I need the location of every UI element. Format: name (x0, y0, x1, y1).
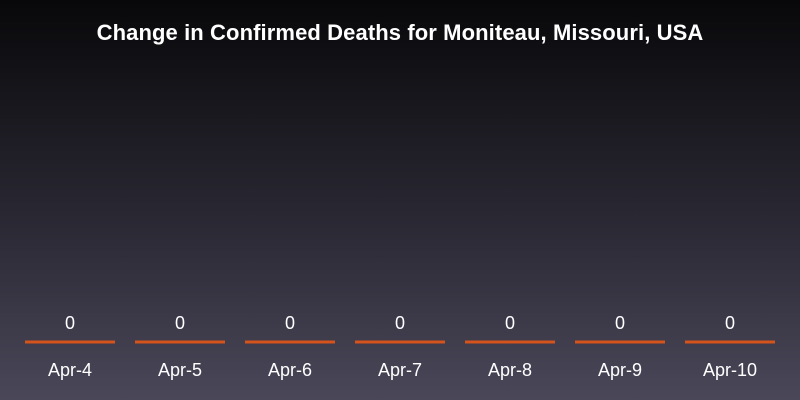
data-label-apr-8: 0 (505, 313, 515, 333)
bar-apr-4 (25, 340, 115, 344)
bars-group (25, 340, 775, 344)
data-label-apr-4: 0 (65, 313, 75, 333)
x-tick-label-apr-10: Apr-10 (703, 360, 757, 380)
x-tick-label-apr-7: Apr-7 (378, 360, 422, 380)
bar-apr-6 (245, 340, 335, 344)
bar-apr-7 (355, 340, 445, 344)
x-tick-label-apr-8: Apr-8 (488, 360, 532, 380)
x-tick-label-apr-4: Apr-4 (48, 360, 92, 380)
data-label-apr-10: 0 (725, 313, 735, 333)
data-label-apr-6: 0 (285, 313, 295, 333)
bar-apr-5 (135, 340, 225, 344)
value-labels-group: 0 0 0 0 0 0 0 (65, 313, 735, 333)
data-label-apr-7: 0 (395, 313, 405, 333)
x-tick-label-apr-5: Apr-5 (158, 360, 202, 380)
bar-apr-10 (685, 340, 775, 344)
chart-title: Change in Confirmed Deaths for Moniteau,… (96, 20, 704, 45)
bar-apr-8 (465, 340, 555, 344)
x-tick-label-apr-9: Apr-9 (598, 360, 642, 380)
bar-apr-9 (575, 340, 665, 344)
x-tick-label-apr-6: Apr-6 (268, 360, 312, 380)
data-label-apr-5: 0 (175, 313, 185, 333)
data-label-apr-9: 0 (615, 313, 625, 333)
x-axis-tick-labels: Apr-4 Apr-5 Apr-6 Apr-7 Apr-8 Apr-9 Apr-10 (48, 360, 757, 380)
